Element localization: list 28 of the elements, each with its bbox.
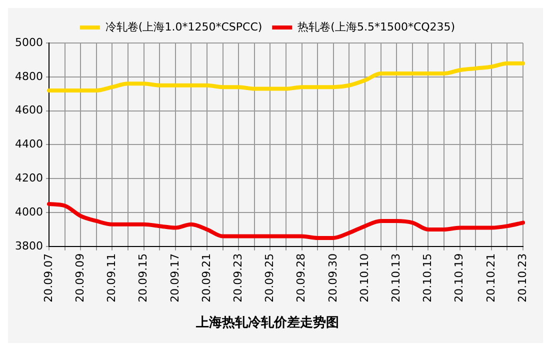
x-tick-label: 20.09.25 — [263, 253, 276, 302]
y-tick-label: 3800 — [14, 239, 43, 252]
y-tick-label: 4600 — [14, 104, 43, 117]
y-tick-label: 4000 — [14, 205, 43, 218]
x-tick-label: 20.10.15 — [421, 253, 434, 302]
x-tick-label: 20.10.23 — [516, 253, 529, 302]
legend-label: 热轧卷(上海5.5*1500*CQ235) — [298, 20, 456, 34]
y-tick-label: 4400 — [14, 138, 43, 151]
x-tick-label: 20.09.11 — [105, 253, 118, 302]
x-tick-label: 20.09.17 — [168, 253, 182, 302]
x-tick-label: 20.10.19 — [452, 253, 466, 302]
x-tick-label: 20.10.10 — [358, 253, 371, 302]
x-tick-label: 20.09.21 — [200, 253, 213, 302]
y-tick-label: 4800 — [14, 70, 43, 83]
x-tick-label: 20.09.07 — [42, 253, 55, 302]
line-series — [46, 61, 525, 92]
y-tick-label: 4200 — [14, 171, 43, 184]
x-tick-label: 20.09.30 — [326, 253, 340, 302]
line-series — [46, 202, 525, 240]
x-tick-label: 20.09.28 — [294, 253, 308, 302]
y-tick-label: 5000 — [14, 36, 43, 49]
x-tick-label: 20.10.13 — [389, 253, 402, 302]
legend-label: 冷轧卷(上海1.0*1250*CSPCC) — [105, 20, 262, 34]
x-tick-label: 20.09.15 — [136, 253, 150, 302]
x-tick-label: 20.10.21 — [484, 253, 498, 302]
x-tick-label: 20.09.09 — [73, 253, 86, 302]
x-tick-label: 20.09.23 — [231, 253, 244, 302]
text: 上海热轧冷轧价差走势图 — [195, 314, 339, 331]
